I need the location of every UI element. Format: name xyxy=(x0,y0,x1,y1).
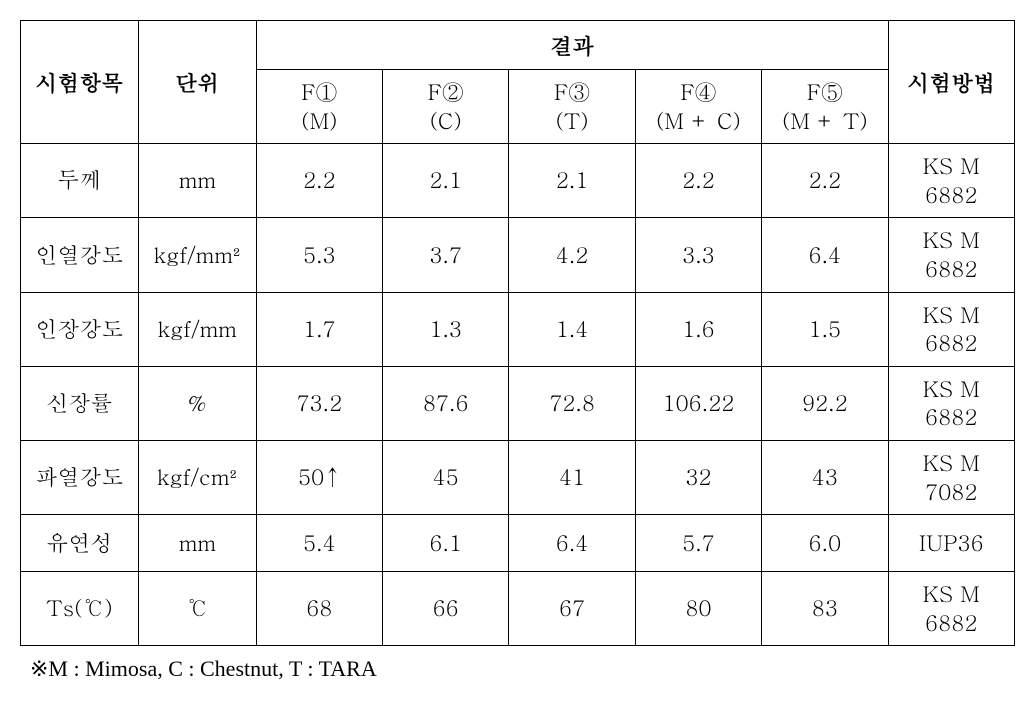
header-col-1-top: F① xyxy=(261,78,378,107)
cell-unit: % xyxy=(138,366,256,440)
cell-value: 1.4 xyxy=(509,292,635,366)
header-col-2-top: F② xyxy=(387,78,504,107)
cell-unit: kgf/mm xyxy=(138,292,256,366)
cell-item: 인장강도 xyxy=(21,292,139,366)
cell-value: 2.1 xyxy=(509,144,635,218)
cell-method: KS M 6882 xyxy=(888,144,1014,218)
cell-value: 67 xyxy=(509,572,635,646)
header-col-5-bot: (M + T) xyxy=(766,107,883,136)
cell-value: 92.2 xyxy=(762,366,888,440)
cell-value: 43 xyxy=(762,440,888,514)
method-bot: 7082 xyxy=(893,478,1010,507)
method-top: KS M xyxy=(893,580,1010,609)
table-row: 파열강도 kgf/cm² 50↑ 45 41 32 43 KS M 7082 xyxy=(21,440,1015,514)
cell-value: 3.3 xyxy=(635,218,761,292)
cell-value: 2.2 xyxy=(762,144,888,218)
cell-value: 2.2 xyxy=(635,144,761,218)
cell-value: 6.1 xyxy=(383,515,509,572)
method-top: KS M xyxy=(893,152,1010,181)
table-row: 신장률 % 73.2 87.6 72.8 106.22 92.2 KS M 68… xyxy=(21,366,1015,440)
method-bot: 6882 xyxy=(893,609,1010,638)
cell-value: 72.8 xyxy=(509,366,635,440)
cell-unit: ℃ xyxy=(138,572,256,646)
method-bot: 6882 xyxy=(893,255,1010,284)
cell-method: KS M 6882 xyxy=(888,292,1014,366)
cell-value: 1.5 xyxy=(762,292,888,366)
cell-item: Ts(℃) xyxy=(21,572,139,646)
cell-method: KS M 6882 xyxy=(888,572,1014,646)
cell-unit: kgf/mm² xyxy=(138,218,256,292)
cell-method: IUP36 xyxy=(888,515,1014,572)
cell-method: KS M 7082 xyxy=(888,440,1014,514)
cell-value: 45 xyxy=(383,440,509,514)
cell-item: 파열강도 xyxy=(21,440,139,514)
cell-value: 106.22 xyxy=(635,366,761,440)
header-col-5-top: F⑤ xyxy=(766,78,883,107)
method-bot: 6882 xyxy=(893,181,1010,210)
cell-value: 3.7 xyxy=(383,218,509,292)
cell-item: 신장률 xyxy=(21,366,139,440)
table-row: Ts(℃) ℃ 68 66 67 80 83 KS M 6882 xyxy=(21,572,1015,646)
method-top: IUP36 xyxy=(893,529,1010,558)
cell-value: 66 xyxy=(383,572,509,646)
cell-value: 83 xyxy=(762,572,888,646)
header-col-4-top: F④ xyxy=(640,78,757,107)
cell-value: 68 xyxy=(256,572,382,646)
table-row: 인장강도 kgf/mm 1.7 1.3 1.4 1.6 1.5 KS M 688… xyxy=(21,292,1015,366)
header-method: 시험방법 xyxy=(888,21,1014,144)
cell-unit: kgf/cm² xyxy=(138,440,256,514)
header-col-1-bot: (M) xyxy=(261,107,378,136)
cell-value: 2.2 xyxy=(256,144,382,218)
header-col-2: F② (C) xyxy=(383,70,509,144)
header-col-3-top: F③ xyxy=(513,78,630,107)
cell-value: 1.3 xyxy=(383,292,509,366)
header-col-4-bot: (M + C) xyxy=(640,107,757,136)
footnote: ※M : Mimosa, C : Chestnut, T : TARA xyxy=(30,656,1015,682)
cell-unit: mm xyxy=(138,144,256,218)
cell-method: KS M 6882 xyxy=(888,218,1014,292)
header-col-5: F⑤ (M + T) xyxy=(762,70,888,144)
cell-item: 두께 xyxy=(21,144,139,218)
cell-value: 41 xyxy=(509,440,635,514)
header-col-1: F① (M) xyxy=(256,70,382,144)
header-col-2-bot: (C) xyxy=(387,107,504,136)
cell-value: 50↑ xyxy=(256,440,382,514)
header-test-item: 시험항목 xyxy=(21,21,139,144)
cell-value: 5.4 xyxy=(256,515,382,572)
cell-value: 1.7 xyxy=(256,292,382,366)
header-unit: 단위 xyxy=(138,21,256,144)
cell-value: 5.7 xyxy=(635,515,761,572)
header-results: 결과 xyxy=(256,21,888,70)
cell-method: KS M 6882 xyxy=(888,366,1014,440)
cell-value: 73.2 xyxy=(256,366,382,440)
method-top: KS M xyxy=(893,375,1010,404)
header-col-3-bot: (T) xyxy=(513,107,630,136)
header-col-4: F④ (M + C) xyxy=(635,70,761,144)
table-row: 유연성 mm 5.4 6.1 6.4 5.7 6.0 IUP36 xyxy=(21,515,1015,572)
method-bot: 6882 xyxy=(893,329,1010,358)
cell-value: 4.2 xyxy=(509,218,635,292)
table-row: 인열강도 kgf/mm² 5.3 3.7 4.2 3.3 6.4 KS M 68… xyxy=(21,218,1015,292)
header-col-3: F③ (T) xyxy=(509,70,635,144)
cell-value: 6.4 xyxy=(509,515,635,572)
cell-value: 80 xyxy=(635,572,761,646)
cell-unit: mm xyxy=(138,515,256,572)
cell-value: 2.1 xyxy=(383,144,509,218)
cell-value: 1.6 xyxy=(635,292,761,366)
cell-value: 87.6 xyxy=(383,366,509,440)
cell-value: 6.0 xyxy=(762,515,888,572)
method-bot: 6882 xyxy=(893,403,1010,432)
method-top: KS M xyxy=(893,449,1010,478)
cell-value: 32 xyxy=(635,440,761,514)
cell-value: 5.3 xyxy=(256,218,382,292)
cell-item: 인열강도 xyxy=(21,218,139,292)
method-top: KS M xyxy=(893,226,1010,255)
cell-item: 유연성 xyxy=(21,515,139,572)
results-table: 시험항목 단위 결과 시험방법 F① (M) F② (C) F③ (T) F④ … xyxy=(20,20,1015,646)
cell-value: 6.4 xyxy=(762,218,888,292)
method-top: KS M xyxy=(893,301,1010,330)
table-row: 두께 mm 2.2 2.1 2.1 2.2 2.2 KS M 6882 xyxy=(21,144,1015,218)
